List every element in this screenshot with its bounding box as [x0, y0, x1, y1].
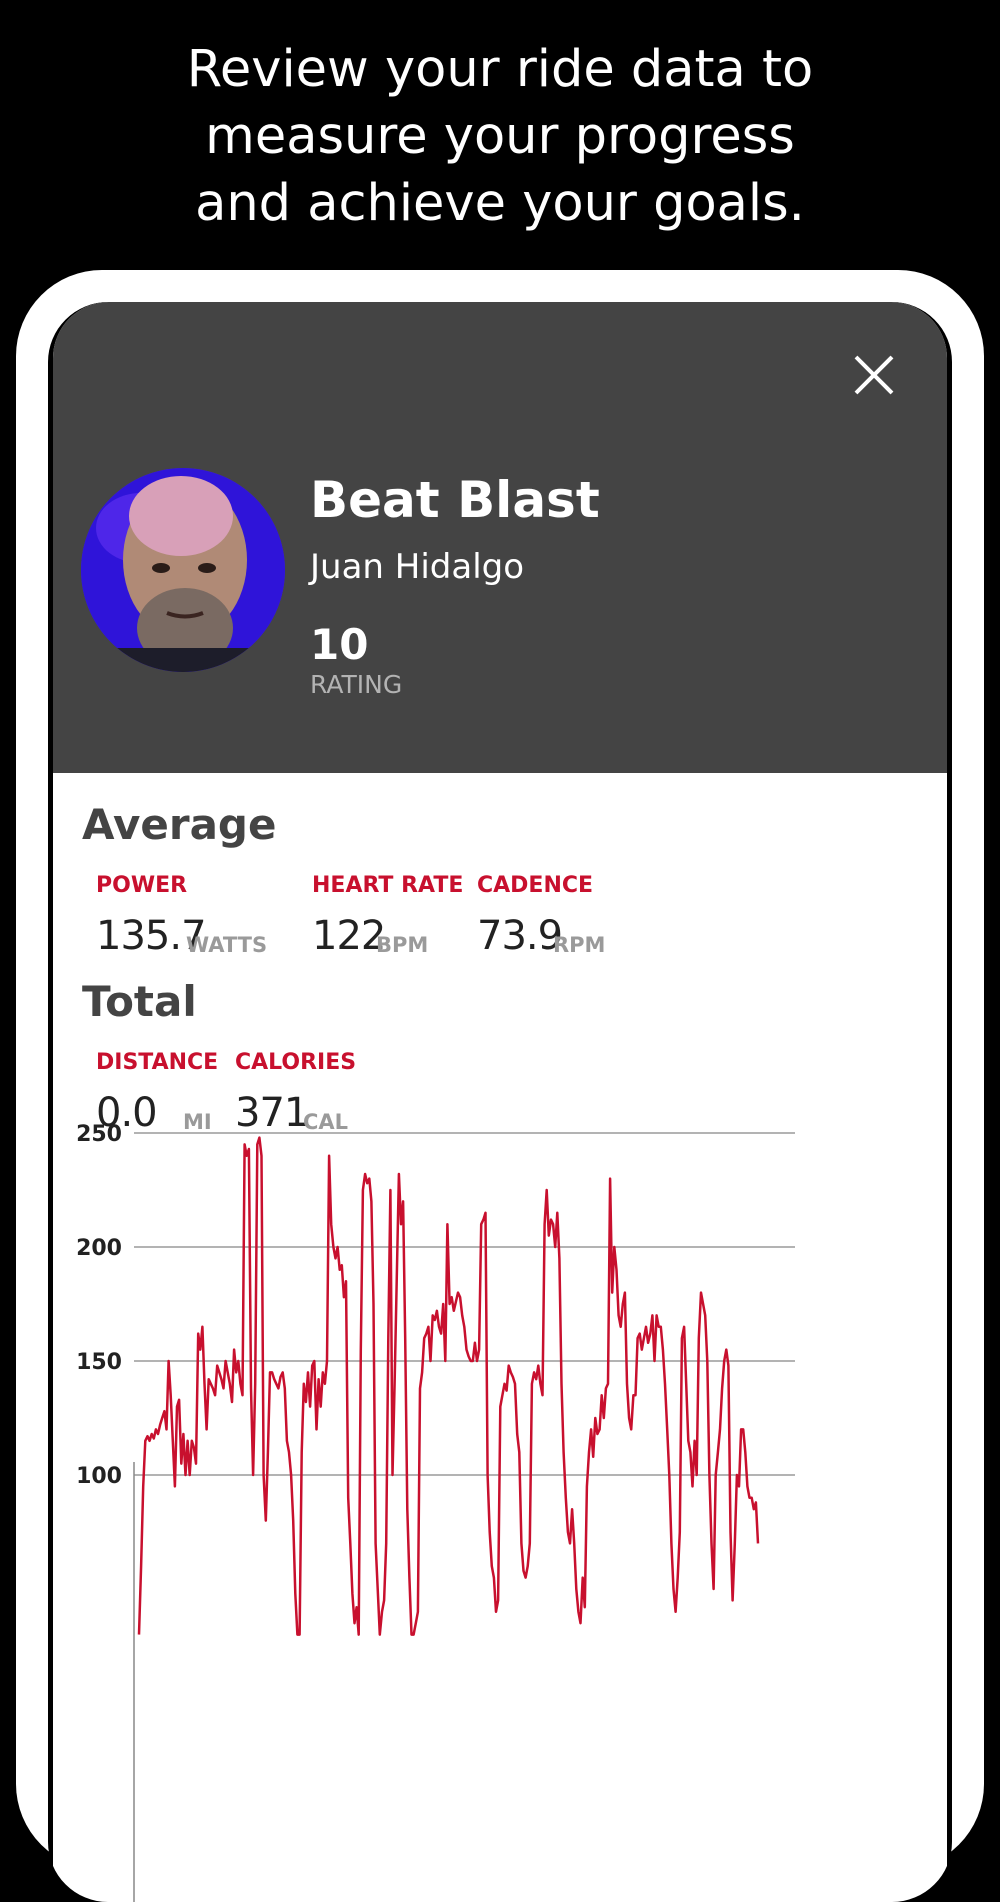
phone-body: Beat Blast Juan Hidalgo 10 RATING Averag…: [48, 302, 952, 1902]
cadence-label: CADENCE: [477, 873, 594, 898]
distance-unit: MI: [183, 1110, 212, 1134]
total-section-title: Total: [82, 977, 197, 1026]
chart-y-axis-labels: 100 150 200 250: [76, 1122, 122, 1489]
power-label: POWER: [96, 873, 188, 898]
rating-value: 10: [310, 620, 369, 669]
heart-rate-value: 122: [312, 913, 386, 959]
chart-y-tick-label: 150: [76, 1350, 122, 1375]
heart-rate-label: HEART RATE: [312, 873, 464, 898]
headline-line-1: Review your ride data to: [186, 40, 814, 99]
chart-grid: [134, 1132, 795, 1476]
ride-summary-screen: Beat Blast Juan Hidalgo 10 RATING Averag…: [53, 302, 947, 1902]
power-unit: WATTS: [186, 933, 268, 957]
power-value: 135.7: [96, 913, 207, 959]
chart-y-tick-label: 250: [76, 1122, 122, 1147]
heart-rate-unit: BPM: [376, 933, 429, 957]
instructor-avatar: [81, 468, 285, 672]
calories-value: 371: [235, 1090, 309, 1136]
instructor-name: Juan Hidalgo: [310, 547, 525, 587]
ride-title: Beat Blast: [310, 471, 600, 529]
distance-label: DISTANCE: [96, 1050, 219, 1075]
power-series-line: [137, 1136, 760, 1636]
headline-line-2: measure your progress: [205, 107, 795, 166]
cadence-unit: RPM: [553, 933, 606, 957]
calories-label: CALORIES: [235, 1050, 357, 1075]
instructor-photo: [81, 468, 285, 672]
close-button[interactable]: [849, 350, 899, 400]
headline-line-3: and achieve your goals.: [195, 174, 805, 233]
cadence-value: 73.9: [477, 913, 563, 959]
distance-value: 0.0: [96, 1090, 158, 1136]
rating-label: RATING: [310, 670, 403, 699]
average-section-title: Average: [82, 800, 277, 849]
chart-y-tick-label: 100: [76, 1464, 122, 1489]
chart-y-tick-label: 200: [76, 1236, 122, 1261]
promo-headline: Review your ride data to measure your pr…: [0, 36, 1000, 237]
close-icon: [854, 355, 894, 395]
power-chart: 100 150 200 250: [76, 1122, 795, 1902]
ride-header: Beat Blast Juan Hidalgo 10 RATING: [53, 302, 947, 773]
calories-unit: CAL: [303, 1110, 349, 1134]
